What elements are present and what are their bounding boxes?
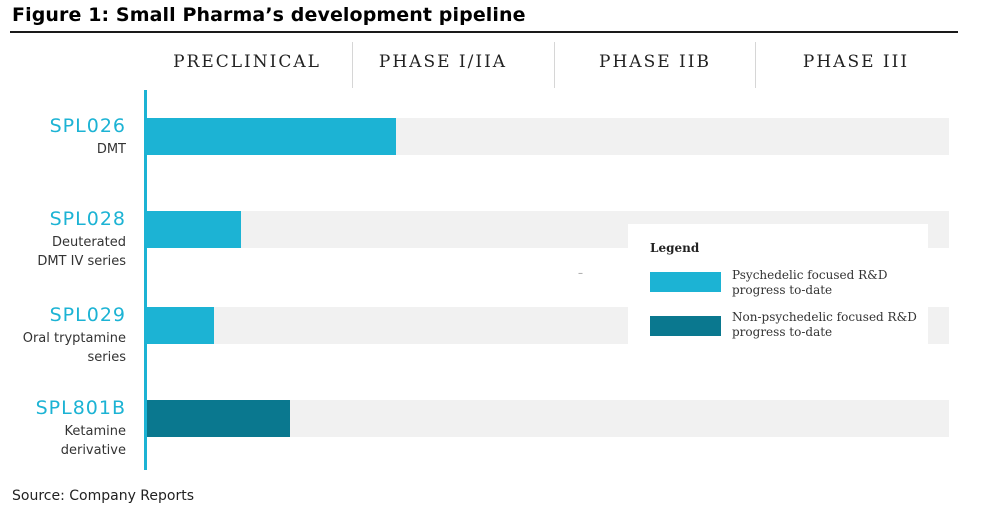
title-rule: [10, 31, 958, 33]
phase-label-phase-2b: PHASE IIB: [599, 52, 711, 72]
progress-bar-spl026: [147, 118, 396, 155]
legend-swatch-non-psychedelic: [650, 316, 721, 336]
decorative-dash: –: [578, 268, 583, 279]
legend-label-line: Non-psychedelic focused R&D: [732, 310, 917, 324]
legend-swatch-psychedelic: [650, 272, 721, 292]
phase-separator: [554, 42, 555, 88]
progress-bar-spl028: [147, 211, 241, 248]
pipeline-axis-line: [144, 90, 147, 470]
candidate-description: Deuterated DMT IV series: [37, 233, 126, 271]
candidate-description-line: derivative: [60, 443, 126, 458]
progress-bar-spl801b: [147, 400, 290, 437]
legend-label-line: Psychedelic focused R&D: [732, 268, 888, 282]
phase-separator: [755, 42, 756, 88]
candidate-description-line: series: [87, 350, 127, 365]
candidate-code: SPL026: [49, 115, 126, 137]
candidate-code: SPL029: [49, 304, 126, 326]
candidate-description-line: Oral tryptamine: [22, 331, 126, 346]
candidate-description: Ketamine derivative: [61, 422, 126, 460]
legend-label-non-psychedelic: Non-psychedelic focused R&D progress to-…: [732, 310, 922, 340]
candidate-description-line: Deuterated: [51, 235, 126, 250]
legend-label-line: progress to-date: [732, 283, 833, 297]
candidate-description-line: Ketamine: [64, 424, 126, 439]
phase-label-preclinical: PRECLINICAL: [173, 52, 321, 72]
phase-separator: [352, 42, 353, 88]
phase-label-phase-1-2a: PHASE I/IIA: [378, 52, 508, 72]
figure-title: Figure 1: Small Pharma’s development pip…: [12, 4, 526, 26]
progress-bar-spl029: [147, 307, 214, 344]
legend: Legend Psychedelic focused R&D progress …: [628, 224, 928, 350]
candidate-description: Oral tryptamine series: [23, 329, 126, 367]
legend-label-line: progress to-date: [732, 325, 833, 339]
candidate-description-line: DMT IV series: [37, 254, 126, 269]
source-note: Source: Company Reports: [12, 488, 195, 504]
candidate-description-line: DMT: [96, 142, 126, 157]
legend-label-psychedelic: Psychedelic focused R&D progress to-date: [732, 268, 922, 298]
candidate-code: SPL028: [49, 208, 126, 230]
phase-label-phase-3: PHASE III: [802, 52, 910, 72]
legend-title: Legend: [650, 241, 700, 255]
candidate-code: SPL801B: [35, 397, 126, 419]
candidate-description: DMT: [97, 140, 126, 159]
